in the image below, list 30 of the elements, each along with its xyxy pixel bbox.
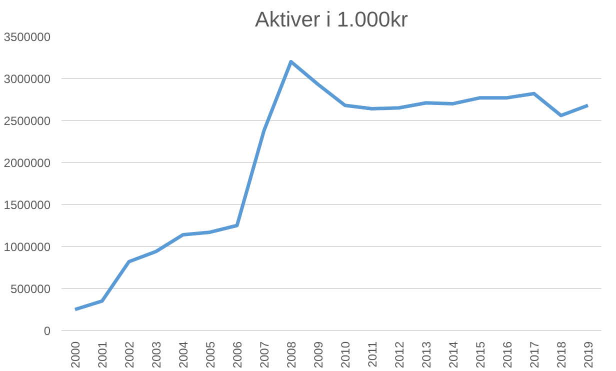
x-tick-label: 2000 [68, 341, 82, 368]
x-tick-label: 2016 [500, 341, 514, 368]
line-series [73, 60, 590, 312]
x-tick-label: 2010 [338, 341, 352, 368]
y-tick-label: 500000 [10, 282, 51, 296]
y-tick-label: 1500000 [4, 198, 51, 212]
x-tick-label: 2006 [230, 341, 244, 368]
x-tick-label: 2004 [176, 341, 190, 368]
x-tick-label: 2003 [150, 341, 164, 368]
x-tick-label: 2013 [420, 341, 434, 368]
y-tick-label: 2000000 [4, 156, 51, 170]
y-tick-label: 0 [44, 324, 51, 338]
y-tick-label: 3500000 [4, 30, 51, 44]
x-tick-label: 2005 [204, 341, 218, 368]
x-tick-label: 2017 [528, 341, 542, 368]
y-tick-label: 2500000 [4, 114, 51, 128]
x-tick-label: 2002 [122, 341, 136, 368]
x-tick-label: 2019 [582, 341, 596, 368]
y-tick-label: 3000000 [4, 72, 51, 86]
x-tick-label: 2009 [312, 341, 326, 368]
x-tick-label: 2007 [258, 341, 272, 368]
x-tick-label: 2018 [554, 341, 568, 368]
x-tick-label: 2011 [366, 341, 380, 368]
y-tick-label: 1000000 [4, 240, 51, 254]
x-tick-label: 2015 [474, 341, 488, 368]
x-tick-label: 2008 [284, 341, 298, 368]
x-tick-label: 2014 [446, 341, 460, 368]
x-tick-label: 2012 [392, 341, 406, 368]
chart-title: Aktiver i 1.000kr [255, 8, 408, 32]
x-tick-label: 2001 [96, 341, 110, 368]
